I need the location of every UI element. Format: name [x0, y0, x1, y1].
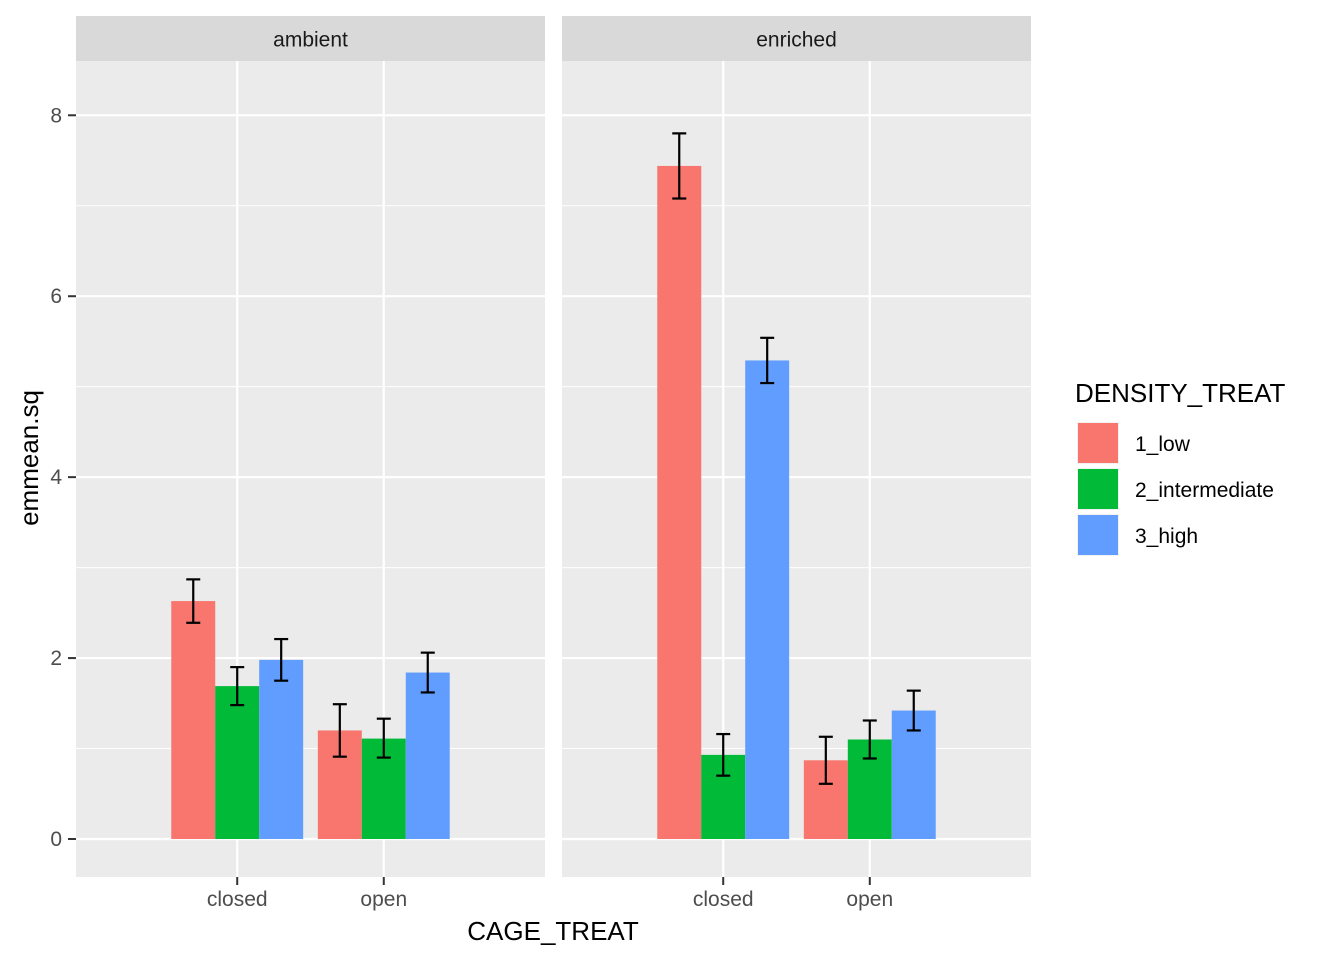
- legend-label-3_high: 3_high: [1135, 525, 1198, 548]
- x-tick-label: closed: [693, 888, 754, 911]
- bar-enriched-closed-1_low: [657, 165, 702, 840]
- error-bar-ambient-open-2_intermediate: [376, 717, 391, 759]
- facet-strip-label: enriched: [756, 29, 837, 52]
- error-bar-enriched-closed-2_intermediate: [716, 732, 731, 777]
- legend-label-1_low: 1_low: [1135, 433, 1191, 456]
- facet-panel-enriched: enriched: [562, 16, 1031, 877]
- bar-ambient-open-3_high: [405, 672, 450, 840]
- legend-swatch-3_high: [1078, 515, 1118, 555]
- legend-title: DENSITY_TREAT: [1075, 378, 1286, 408]
- bar-ambient-closed-2_intermediate: [215, 686, 260, 840]
- legend-swatch-2_intermediate: [1078, 469, 1118, 509]
- bar-ambient-closed-1_low: [171, 601, 216, 840]
- facet-strip-label: ambient: [273, 29, 348, 52]
- error-bar-ambient-closed-1_low: [186, 578, 201, 624]
- x-axis-label: CAGE_TREAT: [467, 916, 639, 946]
- error-bar-enriched-open-2_intermediate: [862, 719, 877, 760]
- facet-strip: [562, 16, 1031, 61]
- error-bar-enriched-open-1_low: [818, 735, 833, 785]
- y-tick-label: 6: [50, 285, 62, 308]
- bar-enriched-closed-3_high: [745, 360, 790, 840]
- y-tick-label: 4: [50, 466, 62, 489]
- legend-swatch-1_low: [1078, 423, 1118, 463]
- y-axis: 0 2 4 6 8: [50, 104, 76, 851]
- panel-background: [76, 61, 545, 877]
- y-tick-label: 0: [50, 828, 62, 851]
- error-bar-enriched-closed-1_low: [672, 132, 687, 200]
- error-bar-enriched-closed-3_high: [760, 336, 775, 385]
- error-bar-ambient-open-1_low: [332, 703, 347, 758]
- x-axis: closed open closed open: [207, 877, 893, 911]
- error-bar-ambient-open-3_high: [420, 651, 435, 694]
- bar-enriched-open-3_high: [891, 710, 936, 840]
- x-tick-label: open: [846, 888, 893, 911]
- y-tick-label: 2: [50, 647, 62, 670]
- facet-strip: [76, 16, 545, 61]
- y-tick-label: 8: [50, 104, 62, 127]
- facet-panels: ambient enriched: [76, 16, 1031, 877]
- error-bar-ambient-closed-3_high: [274, 637, 289, 682]
- x-tick-label: closed: [207, 888, 268, 911]
- error-bar-enriched-open-3_high: [906, 689, 921, 732]
- error-bar-ambient-closed-2_intermediate: [230, 666, 245, 707]
- panel-background: [562, 61, 1031, 877]
- x-tick-label: open: [360, 888, 407, 911]
- legend-label-2_intermediate: 2_intermediate: [1135, 479, 1274, 502]
- legend: DENSITY_TREAT 1_low 2_intermediate 3_high: [1075, 378, 1286, 556]
- y-axis-label: emmean.sq: [14, 390, 44, 526]
- facet-panel-ambient: ambient: [76, 16, 545, 877]
- bar-ambient-closed-3_high: [259, 659, 304, 840]
